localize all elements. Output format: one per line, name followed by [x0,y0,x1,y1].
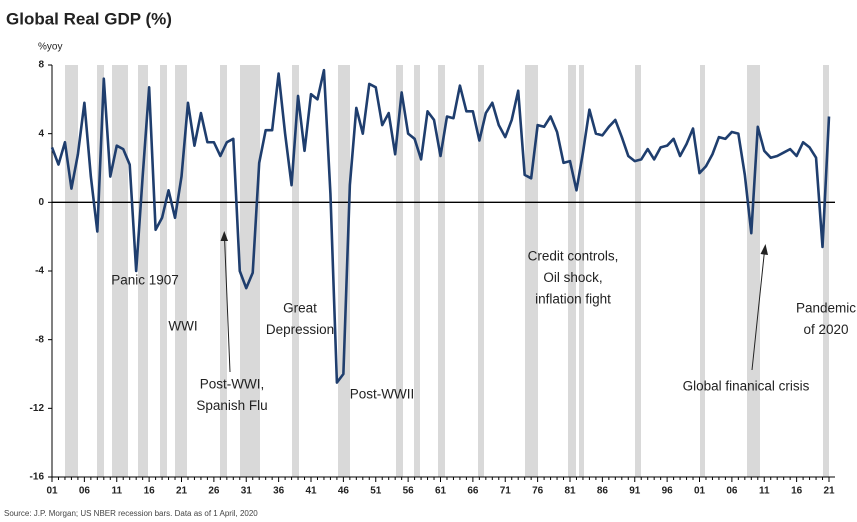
annotation: inflation fight [535,292,611,307]
annotation: Oil shock, [543,270,602,285]
x-tick-label: 26 [208,486,220,497]
annotation: of 2020 [803,322,848,337]
recession-bar [635,65,641,477]
annotation: Global finanical crisis [683,379,810,394]
x-tick-label: 06 [726,486,738,497]
annotation: Depression [266,322,334,337]
recession-bar [478,65,484,477]
x-tick-label: 31 [241,486,253,497]
annotation: Spanish Flu [196,398,267,413]
x-tick-label: 46 [338,486,350,497]
y-axis-label: %yoy [38,42,62,53]
recession-bar [747,65,760,477]
x-tick-label: 01 [694,486,706,497]
x-tick-label: 91 [629,486,641,497]
annotation: Post-WWI, [200,377,265,392]
x-tick-label: 16 [791,486,803,497]
x-tick-label: 11 [111,486,122,497]
annotation: Pandemic [796,301,856,316]
recession-bar [97,65,104,477]
annotation: Post-WWII [350,387,415,402]
x-tick-label: 56 [403,486,415,497]
recession-bar [414,65,420,477]
x-tick-label: 36 [273,486,285,497]
y-tick-label: 0 [38,197,44,208]
recession-bar [160,65,167,477]
x-tick-label: 86 [597,486,609,497]
y-tick-label: 8 [38,60,44,71]
recession-bar [240,65,260,477]
recession-bar [338,65,350,477]
recession-bar [396,65,403,477]
recession-bar [65,65,78,477]
recession-bar [220,65,227,477]
arrow-line [751,250,765,371]
y-tick-label: -12 [30,403,45,414]
y-tick-label: -8 [35,334,44,345]
arrow-head [760,244,768,255]
x-tick-label: 21 [823,486,835,497]
x-tick-label: 41 [305,486,317,497]
chart-title: Global Real GDP (%) [6,9,172,28]
recession-bar [700,65,705,477]
recession-bar [138,65,148,477]
x-tick-label: 96 [662,486,674,497]
recession-bar [438,65,445,477]
x-tick-label: 81 [564,486,576,497]
annotation: Great [283,301,317,316]
source-note: Source: J.P. Morgan; US NBER recession b… [4,509,258,518]
y-tick-label: 4 [38,128,44,139]
x-tick-label: 51 [370,486,382,497]
x-tick-label: 76 [532,486,544,497]
arrow-line [224,236,231,373]
data-line [50,68,831,384]
annotation: WWI [168,319,197,334]
x-tick-label: 11 [759,486,770,497]
recession-bars [65,65,829,477]
recession-bar [579,65,584,477]
recession-bar [175,65,187,477]
recession-bar [292,65,299,477]
x-tick-label: 16 [144,486,156,497]
annotation: Panic 1907 [111,273,179,288]
x-tick-label: 06 [79,486,91,497]
recession-bar [568,65,576,477]
x-tick-label: 01 [46,486,58,497]
x-tick-label: 66 [467,486,479,497]
recession-bar [525,65,538,477]
annotation: Credit controls, [528,249,619,264]
x-tick-label: 61 [435,486,447,497]
y-tick-label: -16 [30,472,45,483]
x-tick-label: 21 [176,486,188,497]
y-tick-label: -4 [35,266,44,277]
x-tick-label: 71 [500,486,512,497]
recession-bar [112,65,128,477]
recession-bar [823,65,829,477]
arrow-head [220,231,228,241]
